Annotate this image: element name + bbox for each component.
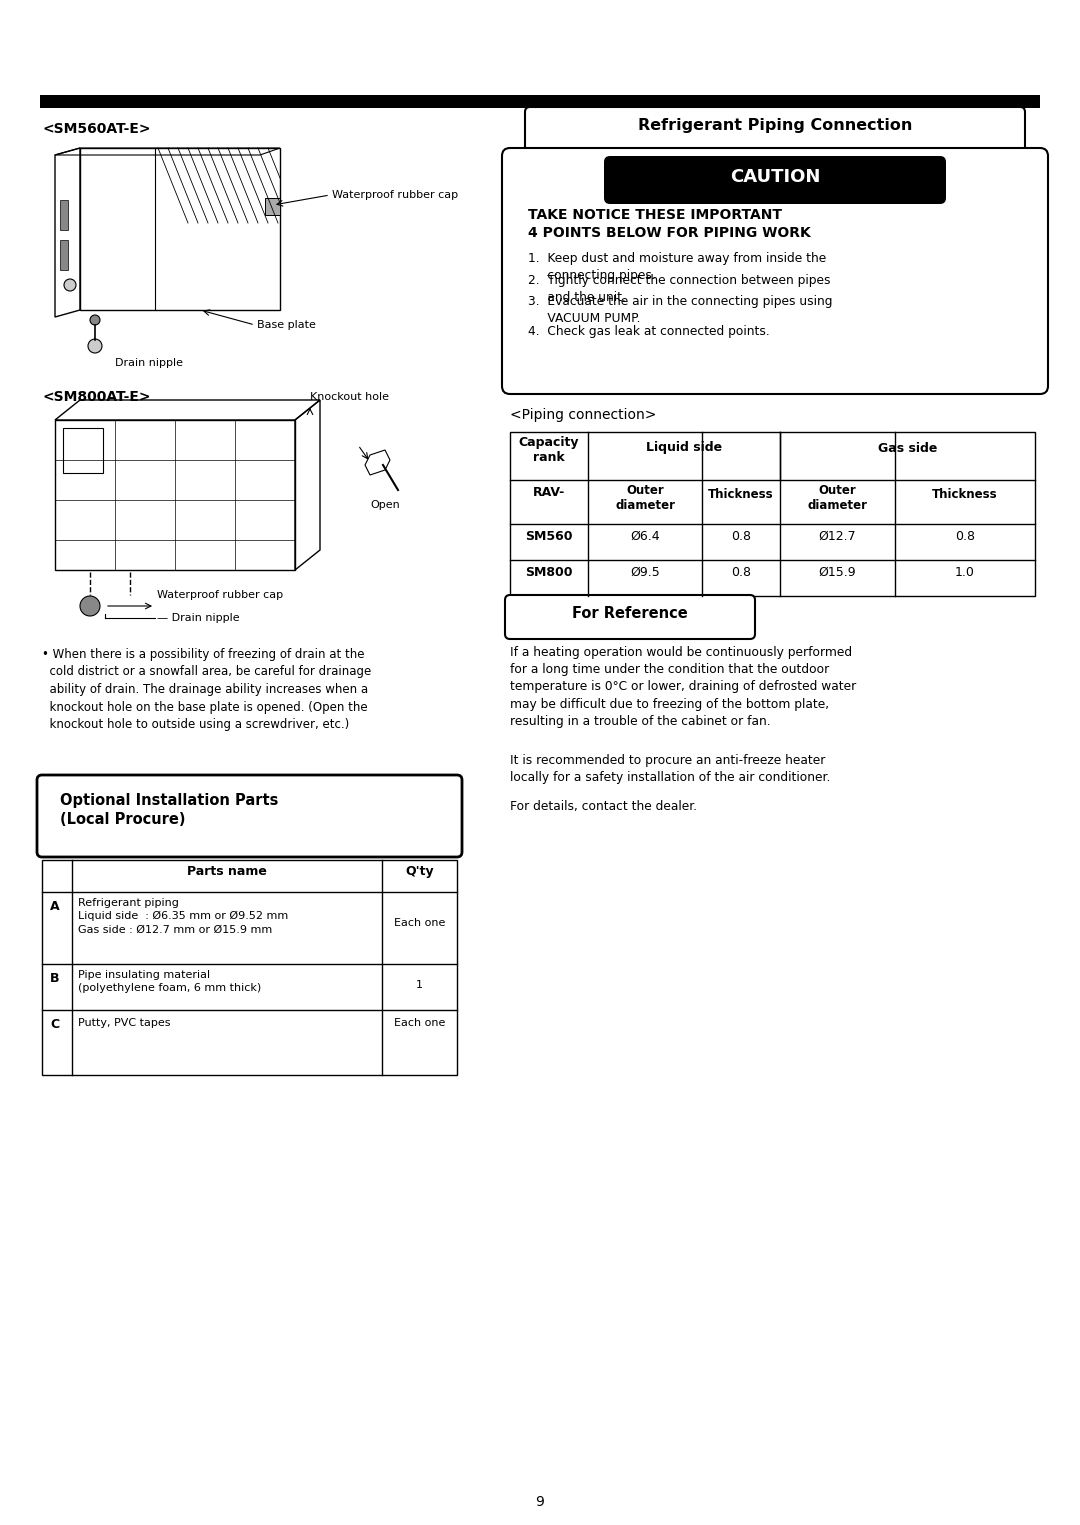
Text: Capacity
rank: Capacity rank	[518, 436, 579, 464]
Text: • When there is a possibility of freezing of drain at the
  cold district or a s: • When there is a possibility of freezin…	[42, 648, 372, 730]
FancyBboxPatch shape	[525, 107, 1025, 152]
Text: It is recommended to procure an anti-freeze heater
locally for a safety installa: It is recommended to procure an anti-fre…	[510, 753, 831, 784]
Text: <SM800AT-E>: <SM800AT-E>	[42, 390, 150, 404]
Text: 2.  Tightly connect the connection between pipes
     and the unit.: 2. Tightly connect the connection betwee…	[528, 274, 831, 303]
Text: Open: Open	[370, 500, 400, 509]
Text: 9: 9	[536, 1494, 544, 1510]
Text: Ø12.7: Ø12.7	[819, 529, 856, 543]
Text: C: C	[50, 1019, 59, 1031]
Text: Each one: Each one	[394, 1019, 445, 1028]
Text: Ø15.9: Ø15.9	[819, 566, 856, 578]
Text: SM560: SM560	[525, 529, 572, 543]
Text: Drain nipple: Drain nipple	[114, 358, 183, 368]
Bar	[60, 200, 68, 230]
Text: 0.8: 0.8	[731, 529, 751, 543]
FancyBboxPatch shape	[604, 156, 946, 204]
Circle shape	[64, 279, 76, 291]
Text: Parts name: Parts name	[187, 865, 267, 878]
Text: Ø9.5: Ø9.5	[630, 566, 660, 578]
Text: Waterproof rubber cap: Waterproof rubber cap	[332, 191, 458, 200]
Text: Refrigerant piping
Liquid side  : Ø6.35 mm or Ø9.52 mm
Gas side : Ø12.7 mm or Ø1: Refrigerant piping Liquid side : Ø6.35 m…	[78, 898, 288, 935]
Text: 1.0: 1.0	[955, 566, 975, 578]
Text: Thickness: Thickness	[708, 488, 773, 500]
Text: Gas side: Gas side	[878, 442, 937, 454]
Text: <Piping connection>: <Piping connection>	[510, 409, 657, 422]
Text: If a heating operation would be continuously performed
for a long time under the: If a heating operation would be continuo…	[510, 647, 856, 727]
Text: Outer
diameter: Outer diameter	[808, 483, 867, 512]
Text: — Drain nipple: — Drain nipple	[157, 613, 240, 624]
Text: Optional Installation Parts
(Local Procure): Optional Installation Parts (Local Procu…	[60, 793, 279, 827]
Text: Waterproof rubber cap: Waterproof rubber cap	[157, 590, 283, 599]
Text: For Reference: For Reference	[572, 605, 688, 621]
Text: Liquid side: Liquid side	[646, 442, 723, 454]
Text: Ø6.4: Ø6.4	[631, 529, 660, 543]
Text: Q'ty: Q'ty	[405, 865, 434, 878]
Bar	[63, 429, 103, 473]
Bar	[510, 432, 1035, 596]
Bar	[42, 860, 457, 1075]
FancyBboxPatch shape	[502, 148, 1048, 393]
Bar	[40, 95, 1040, 108]
Text: 4.  Check gas leak at connected points.: 4. Check gas leak at connected points.	[528, 325, 770, 339]
Text: 1.  Keep dust and moisture away from inside the
     connecting pipes.: 1. Keep dust and moisture away from insi…	[528, 252, 826, 282]
Text: 0.8: 0.8	[955, 529, 975, 543]
Polygon shape	[365, 450, 390, 474]
Text: B: B	[50, 971, 59, 985]
Text: RAV-: RAV-	[532, 486, 565, 499]
FancyBboxPatch shape	[37, 775, 462, 857]
Text: Each one: Each one	[394, 918, 445, 929]
Polygon shape	[265, 198, 280, 215]
Circle shape	[87, 339, 102, 352]
Text: Outer
diameter: Outer diameter	[615, 483, 675, 512]
Text: Pipe insulating material
(polyethylene foam, 6 mm thick): Pipe insulating material (polyethylene f…	[78, 970, 261, 993]
Text: <SM560AT-E>: <SM560AT-E>	[42, 122, 150, 136]
Bar	[60, 239, 68, 270]
Text: CAUTION: CAUTION	[730, 168, 820, 186]
Text: SM800: SM800	[525, 566, 572, 578]
FancyBboxPatch shape	[505, 595, 755, 639]
Text: 3.  Evacuate the air in the connecting pipes using
     VACUUM PUMP.: 3. Evacuate the air in the connecting pi…	[528, 294, 833, 325]
Text: A: A	[50, 900, 59, 913]
Text: Knockout hole: Knockout hole	[310, 392, 389, 403]
Text: 1: 1	[416, 981, 423, 990]
Text: 0.8: 0.8	[731, 566, 751, 578]
Circle shape	[90, 316, 100, 325]
Text: TAKE NOTICE THESE IMPORTANT: TAKE NOTICE THESE IMPORTANT	[528, 207, 782, 223]
Text: 4 POINTS BELOW FOR PIPING WORK: 4 POINTS BELOW FOR PIPING WORK	[528, 226, 811, 239]
Text: Refrigerant Piping Connection: Refrigerant Piping Connection	[638, 117, 913, 133]
Text: Thickness: Thickness	[932, 488, 998, 500]
Text: Base plate: Base plate	[257, 320, 315, 329]
Circle shape	[80, 596, 100, 616]
Text: Putty, PVC tapes: Putty, PVC tapes	[78, 1019, 171, 1028]
Text: For details, contact the dealer.: For details, contact the dealer.	[510, 801, 697, 813]
